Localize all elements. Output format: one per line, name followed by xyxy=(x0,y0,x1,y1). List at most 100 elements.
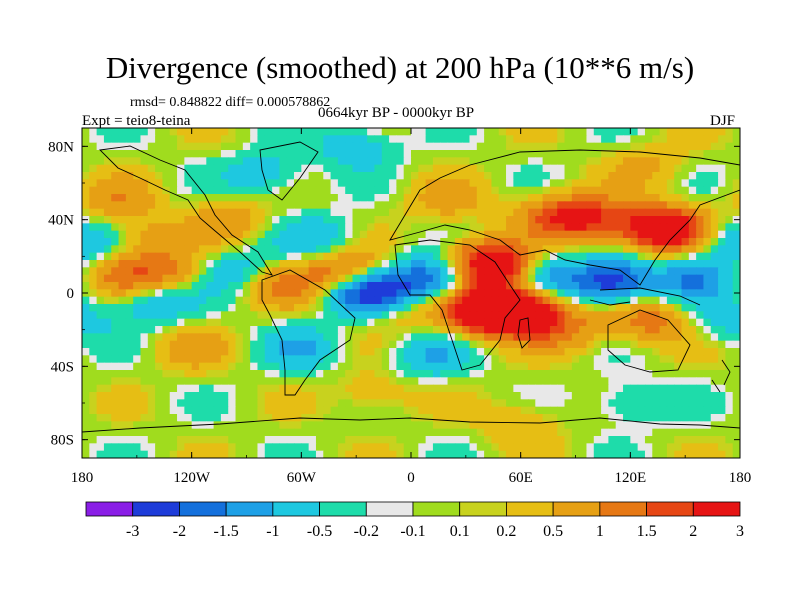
field-cell xyxy=(213,406,222,415)
field-cell xyxy=(389,150,397,158)
field-cell xyxy=(235,289,244,298)
field-cell xyxy=(542,406,551,415)
field-cell xyxy=(111,428,120,437)
field-cell xyxy=(250,252,259,261)
field-cell xyxy=(396,318,405,327)
field-cell xyxy=(213,370,222,378)
field-cell xyxy=(133,252,142,261)
field-cell xyxy=(696,399,705,408)
field-cell xyxy=(703,392,712,400)
field-cell xyxy=(601,164,609,173)
field-cell xyxy=(206,326,215,334)
field-cell xyxy=(198,406,207,415)
field-cell xyxy=(696,318,705,327)
field-cell xyxy=(213,164,222,173)
field-cell xyxy=(330,230,339,239)
field-cell xyxy=(732,274,740,283)
field-cell xyxy=(469,128,478,136)
field-cell xyxy=(272,318,280,327)
field-cell xyxy=(542,238,551,246)
field-cell xyxy=(242,428,251,437)
field-cell xyxy=(718,142,726,151)
field-cell xyxy=(250,201,259,210)
field-cell xyxy=(564,384,573,393)
field-cell xyxy=(220,260,229,268)
field-cell xyxy=(140,304,149,312)
field-cell xyxy=(732,296,740,305)
field-cell xyxy=(535,340,544,349)
field-cell xyxy=(250,164,259,173)
field-cell xyxy=(374,267,383,276)
field-cell xyxy=(696,362,705,371)
field-cell xyxy=(725,216,734,224)
field-cell xyxy=(396,392,405,400)
field-cell xyxy=(191,414,200,422)
field-cell xyxy=(630,399,639,408)
field-cell xyxy=(235,128,244,136)
field-cell xyxy=(571,326,580,334)
field-cell xyxy=(462,421,471,430)
field-cell xyxy=(396,128,405,136)
field-cell xyxy=(337,186,346,195)
field-cell xyxy=(147,216,156,224)
field-cell xyxy=(103,157,112,166)
field-cell xyxy=(198,150,207,158)
field-cell xyxy=(389,260,397,268)
field-cell xyxy=(666,150,675,158)
field-cell xyxy=(103,392,112,400)
field-cell xyxy=(235,443,244,452)
field-cell xyxy=(630,318,639,327)
field-cell xyxy=(396,370,405,378)
field-cell xyxy=(462,194,471,202)
field-cell xyxy=(374,428,383,437)
field-cell xyxy=(389,428,397,437)
field-cell xyxy=(666,289,675,298)
field-cell xyxy=(710,142,719,151)
field-cell xyxy=(447,245,456,254)
field-cell xyxy=(242,179,251,188)
field-cell xyxy=(703,399,712,408)
field-cell xyxy=(337,260,346,268)
field-cell xyxy=(725,157,734,166)
field-cell xyxy=(462,157,471,166)
field-cell xyxy=(579,296,588,305)
field-cell xyxy=(696,274,705,283)
field-cell xyxy=(608,267,617,276)
field-cell xyxy=(535,150,544,158)
field-cell xyxy=(103,142,112,151)
field-cell xyxy=(169,406,178,415)
field-cell xyxy=(637,304,646,312)
field-cell xyxy=(206,150,215,158)
field-cell xyxy=(125,238,134,246)
field-cell xyxy=(381,223,390,232)
field-cell xyxy=(177,428,185,437)
field-cell xyxy=(323,238,332,246)
field-cell xyxy=(228,370,237,378)
field-cell xyxy=(352,128,361,136)
field-cell xyxy=(279,377,288,386)
field-cell xyxy=(169,348,178,356)
field-cell xyxy=(623,267,631,276)
field-cell xyxy=(111,436,120,444)
field-cell xyxy=(198,164,207,173)
field-cell xyxy=(447,179,456,188)
field-cell xyxy=(696,252,705,261)
field-cell xyxy=(250,150,259,158)
field-cell xyxy=(579,186,588,195)
field-cell xyxy=(696,230,705,239)
field-cell xyxy=(440,128,449,136)
field-cell xyxy=(440,289,449,298)
field-cell xyxy=(425,362,434,371)
field-cell xyxy=(542,201,551,210)
field-cell xyxy=(308,289,317,298)
field-cell xyxy=(103,245,112,254)
field-cell xyxy=(330,333,339,342)
field-cell xyxy=(535,362,544,371)
field-cell xyxy=(447,267,456,276)
field-cell xyxy=(469,304,478,312)
field-cell xyxy=(272,304,280,312)
field-cell xyxy=(345,370,354,378)
field-cell xyxy=(725,179,734,188)
field-cell xyxy=(389,245,397,254)
field-cell xyxy=(615,164,624,173)
